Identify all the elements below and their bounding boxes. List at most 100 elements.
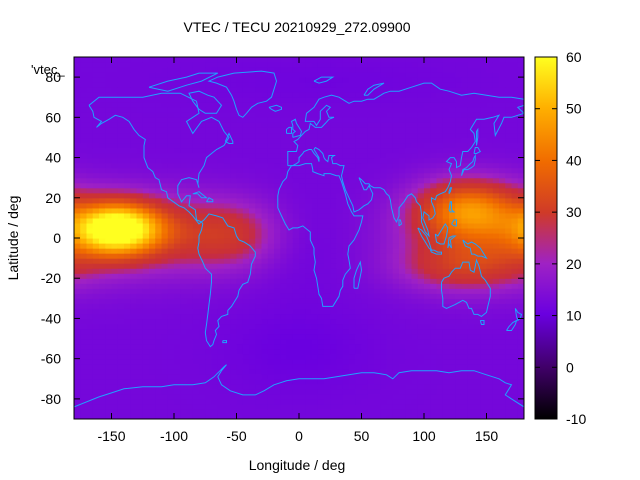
heatmap-cell xyxy=(224,182,231,189)
heatmap-cell xyxy=(130,202,138,209)
heatmap-cell xyxy=(355,373,363,380)
heatmap-cell xyxy=(180,102,188,108)
heatmap-cell xyxy=(317,373,325,380)
heatmap-cell xyxy=(330,67,338,73)
heatmap-cell xyxy=(261,127,269,134)
heatmap-cell xyxy=(461,207,469,214)
heatmap-cell xyxy=(461,348,469,355)
heatmap-cell xyxy=(292,348,300,355)
heatmap-cell xyxy=(399,137,406,144)
heatmap-cell xyxy=(455,308,463,315)
heatmap-cell xyxy=(380,172,388,179)
heatmap-cell xyxy=(274,57,281,63)
heatmap-cell xyxy=(317,102,325,108)
heatmap-cell xyxy=(330,403,338,410)
heatmap-cell xyxy=(74,212,81,219)
heatmap-cell xyxy=(442,57,450,63)
heatmap-cell xyxy=(80,132,88,139)
heatmap-cell xyxy=(130,273,138,279)
heatmap-cell xyxy=(286,238,294,244)
heatmap-cell xyxy=(117,202,125,209)
heatmap-cell xyxy=(424,82,431,88)
heatmap-cell xyxy=(249,403,256,410)
heatmap-cell xyxy=(161,288,169,294)
heatmap-cell xyxy=(480,152,488,159)
heatmap-cell xyxy=(480,112,488,118)
heatmap-cell xyxy=(455,77,463,83)
heatmap-cell xyxy=(449,97,456,103)
heatmap-cell xyxy=(505,308,513,315)
heatmap-cell xyxy=(380,217,388,224)
heatmap-cell xyxy=(311,393,319,400)
heatmap-cell xyxy=(286,288,294,294)
heatmap-cell xyxy=(355,383,363,390)
heatmap-cell xyxy=(411,92,419,98)
heatmap-cell xyxy=(99,353,106,360)
heatmap-cell xyxy=(430,378,438,385)
heatmap-cell xyxy=(386,57,394,63)
heatmap-cell xyxy=(374,57,381,63)
heatmap-cell xyxy=(142,273,150,279)
heatmap-cell xyxy=(174,232,181,239)
heatmap-cell xyxy=(249,298,256,304)
heatmap-cell xyxy=(124,363,131,370)
heatmap-cell xyxy=(480,72,488,78)
heatmap-cell xyxy=(499,303,506,309)
heatmap-cell xyxy=(449,222,456,229)
heatmap-cell xyxy=(430,238,438,244)
heatmap-cell xyxy=(455,283,463,289)
heatmap-cell xyxy=(292,408,300,415)
heatmap-cell xyxy=(367,398,375,405)
heatmap-cell xyxy=(399,303,406,309)
heatmap-cell xyxy=(386,187,394,194)
heatmap-cell xyxy=(249,368,256,375)
heatmap-cell xyxy=(111,338,119,345)
heatmap-cell xyxy=(224,338,231,345)
heatmap-cell xyxy=(117,117,125,123)
heatmap-cell xyxy=(224,313,231,320)
heatmap-cell xyxy=(199,393,206,400)
heatmap-cell xyxy=(267,388,275,395)
heatmap-cell xyxy=(130,162,138,169)
heatmap-cell xyxy=(167,147,175,154)
heatmap-cell xyxy=(236,202,244,209)
heatmap-cell xyxy=(174,363,181,370)
heatmap-cell xyxy=(92,62,100,68)
heatmap-cell xyxy=(105,308,113,315)
heatmap-cell xyxy=(267,308,275,315)
heatmap-cell xyxy=(349,77,356,83)
heatmap-cell xyxy=(74,283,81,289)
heatmap-cell xyxy=(205,243,213,249)
heatmap-cell xyxy=(374,117,381,123)
heatmap-cell xyxy=(480,253,488,259)
heatmap-cell xyxy=(330,102,338,108)
heatmap-cell xyxy=(430,172,438,179)
heatmap-cell xyxy=(374,107,381,113)
heatmap-cell xyxy=(167,263,175,269)
heatmap-cell xyxy=(399,388,406,395)
heatmap-cell xyxy=(442,112,450,118)
heatmap-cell xyxy=(367,253,375,259)
heatmap-cell xyxy=(299,388,306,395)
heatmap-cell xyxy=(361,243,369,249)
heatmap-cell xyxy=(180,77,188,83)
heatmap-cell xyxy=(461,413,469,419)
heatmap-cell xyxy=(411,368,419,375)
heatmap-cell xyxy=(180,197,188,204)
heatmap-cell xyxy=(449,378,456,385)
heatmap-cell xyxy=(424,328,431,335)
heatmap-cell xyxy=(455,373,463,380)
heatmap-cell xyxy=(461,373,469,380)
heatmap-cell xyxy=(286,293,294,299)
heatmap-cell xyxy=(205,202,213,209)
heatmap-cell xyxy=(186,373,194,380)
heatmap-cell xyxy=(386,67,394,73)
heatmap-cell xyxy=(424,127,431,134)
heatmap-cell xyxy=(161,238,169,244)
heatmap-cell xyxy=(111,353,119,360)
heatmap-cell xyxy=(230,137,238,144)
heatmap-cell xyxy=(149,192,156,199)
heatmap-cell xyxy=(467,117,475,123)
heatmap-cell xyxy=(217,293,225,299)
heatmap-cell xyxy=(367,157,375,164)
